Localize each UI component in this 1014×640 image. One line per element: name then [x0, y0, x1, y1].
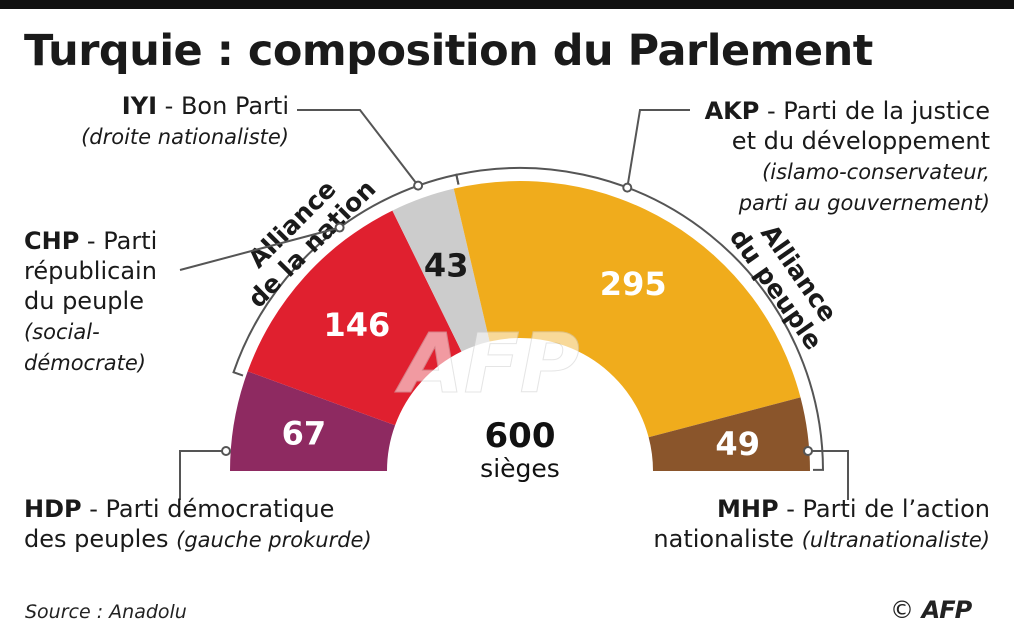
- leader-dot-chp: [334, 222, 345, 233]
- value-mhp: 49: [715, 425, 760, 463]
- top-bar: [0, 0, 1014, 9]
- chp-desc-line1: (social-: [24, 320, 100, 344]
- leader-mhp: [808, 450, 849, 500]
- credit: © AFP: [890, 596, 973, 624]
- segment-hdp: [230, 371, 396, 471]
- leader-dot-hdp: [221, 446, 231, 456]
- akp-desc-line2: parti au gouvernement): [738, 191, 990, 215]
- leader-chp: [179, 226, 340, 271]
- watermark-text: AFP: [394, 317, 580, 412]
- akp-abbr: AKP: [704, 97, 760, 125]
- label-akp: AKP - Parti de la justice et du développ…: [704, 97, 990, 215]
- segment-iyi: [392, 188, 490, 352]
- leader-lines: [179, 109, 849, 500]
- label-iyi: IYI - Bon Parti (droite nationaliste): [81, 92, 289, 149]
- chp-name-line2: républicain: [24, 257, 157, 285]
- akp-name-line1: Parti de la justice: [783, 97, 990, 125]
- mhp-abbr: MHP: [717, 495, 779, 523]
- value-akp: 295: [600, 265, 667, 303]
- iyi-name: Bon Parti: [180, 92, 289, 120]
- segment-akp: [453, 181, 801, 438]
- leader-akp: [626, 109, 690, 188]
- total-seats-unit: sièges: [480, 454, 560, 483]
- akp-desc-line1: (islamo-conservateur,: [762, 160, 990, 184]
- seat-value-labels: 67 146 43 295 49: [282, 246, 760, 463]
- bracket-alliance-peuple: [455, 167, 825, 471]
- copyright-icon: ©: [890, 596, 914, 624]
- hdp-name-line2: des peuples: [24, 525, 169, 553]
- iyi-abbr: IYI: [121, 92, 158, 120]
- bracket-alliance-nation: [232, 173, 460, 377]
- segment-chp: [247, 210, 462, 426]
- chp-abbr: CHP: [24, 227, 80, 255]
- mhp-name-line1: Parti de l’action: [802, 495, 990, 523]
- segment-mhp: [648, 397, 810, 471]
- seat-segments: [230, 181, 810, 471]
- label-mhp: MHP - Parti de l’action nationaliste (ul…: [653, 495, 990, 553]
- total-seats-value: 600: [485, 416, 556, 456]
- credit-agency: AFP: [921, 596, 973, 624]
- label-hdp: HDP - Parti démocratique des peuples (ga…: [24, 495, 372, 553]
- source-note: Source : Anadolu: [25, 601, 187, 623]
- hdp-name-line1: Parti démocratique: [105, 495, 335, 523]
- leader-iyi: [297, 109, 419, 187]
- mhp-desc: (ultranationaliste): [801, 528, 990, 552]
- leader-dot-mhp: [803, 446, 813, 456]
- akp-name-line2: et du développement: [731, 127, 990, 155]
- value-chp: 146: [324, 306, 391, 344]
- label-chp: CHP - Parti républicain du peuple (socia…: [24, 227, 158, 375]
- alliance-brackets: [232, 167, 825, 471]
- hdp-desc: (gauche prokurde): [176, 528, 372, 552]
- chart-title: Turquie : composition du Parlement: [24, 26, 873, 76]
- value-hdp: 67: [282, 415, 327, 453]
- afp-watermark: AFP: [394, 317, 581, 413]
- chp-desc-line2: démocrate): [24, 351, 146, 375]
- leader-dot-iyi: [413, 180, 424, 191]
- hdp-abbr: HDP: [24, 495, 82, 523]
- iyi-desc: (droite nationaliste): [81, 125, 289, 149]
- leader-dot-akp: [622, 182, 633, 193]
- mhp-name-line2: nationaliste: [653, 525, 795, 553]
- leader-hdp: [179, 450, 226, 500]
- chp-name-line3: du peuple: [24, 287, 144, 315]
- chp-name-line1: Parti: [103, 227, 158, 255]
- value-iyi: 43: [424, 246, 469, 284]
